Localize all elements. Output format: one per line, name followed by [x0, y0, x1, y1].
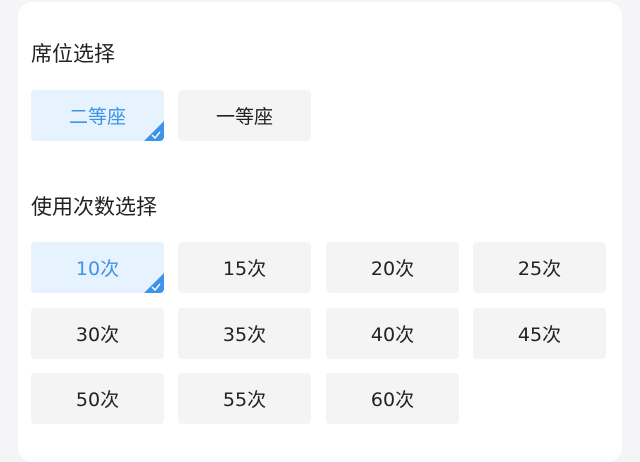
option-label: 一等座: [215, 106, 273, 128]
option-label: 55次: [222, 389, 267, 411]
option-label: 30次: [75, 323, 120, 346]
seat-section-title: 席位选择: [31, 42, 115, 66]
count-option[interactable]: 35次: [178, 307, 311, 359]
option-label: 35次: [222, 323, 267, 346]
count-option[interactable]: 40次: [326, 307, 459, 359]
selection-card: 席位选择 二等座 一等座 使用次数选择 10次 15次 20次 25次 30次 35次 40次…: [18, 2, 622, 462]
option-label: 40次: [370, 323, 415, 346]
option-label: 二等座: [68, 106, 126, 128]
seat-option[interactable]: 二等座: [31, 90, 164, 141]
count-option[interactable]: 60次: [326, 373, 459, 424]
option-label: 45次: [517, 323, 562, 346]
count-section-title: 使用次数选择: [31, 195, 157, 219]
count-option[interactable]: 45次: [473, 307, 606, 359]
count-option[interactable]: 50次: [31, 373, 164, 424]
seat-option[interactable]: 一等座: [178, 90, 311, 141]
count-option[interactable]: 20次: [326, 242, 459, 293]
option-label: 50次: [75, 389, 120, 411]
count-option[interactable]: 55次: [178, 373, 311, 424]
count-option[interactable]: 10次: [31, 242, 164, 293]
option-label: 15次: [222, 258, 267, 280]
selected-check-icon: [144, 273, 164, 293]
option-label: 20次: [370, 258, 415, 280]
option-label: 10次: [75, 258, 120, 280]
count-option[interactable]: 25次: [473, 242, 606, 293]
option-label: 60次: [370, 389, 415, 411]
count-option[interactable]: 15次: [178, 242, 311, 293]
count-option[interactable]: 30次: [31, 307, 164, 359]
option-label: 25次: [517, 258, 562, 280]
selected-check-icon: [144, 121, 164, 141]
